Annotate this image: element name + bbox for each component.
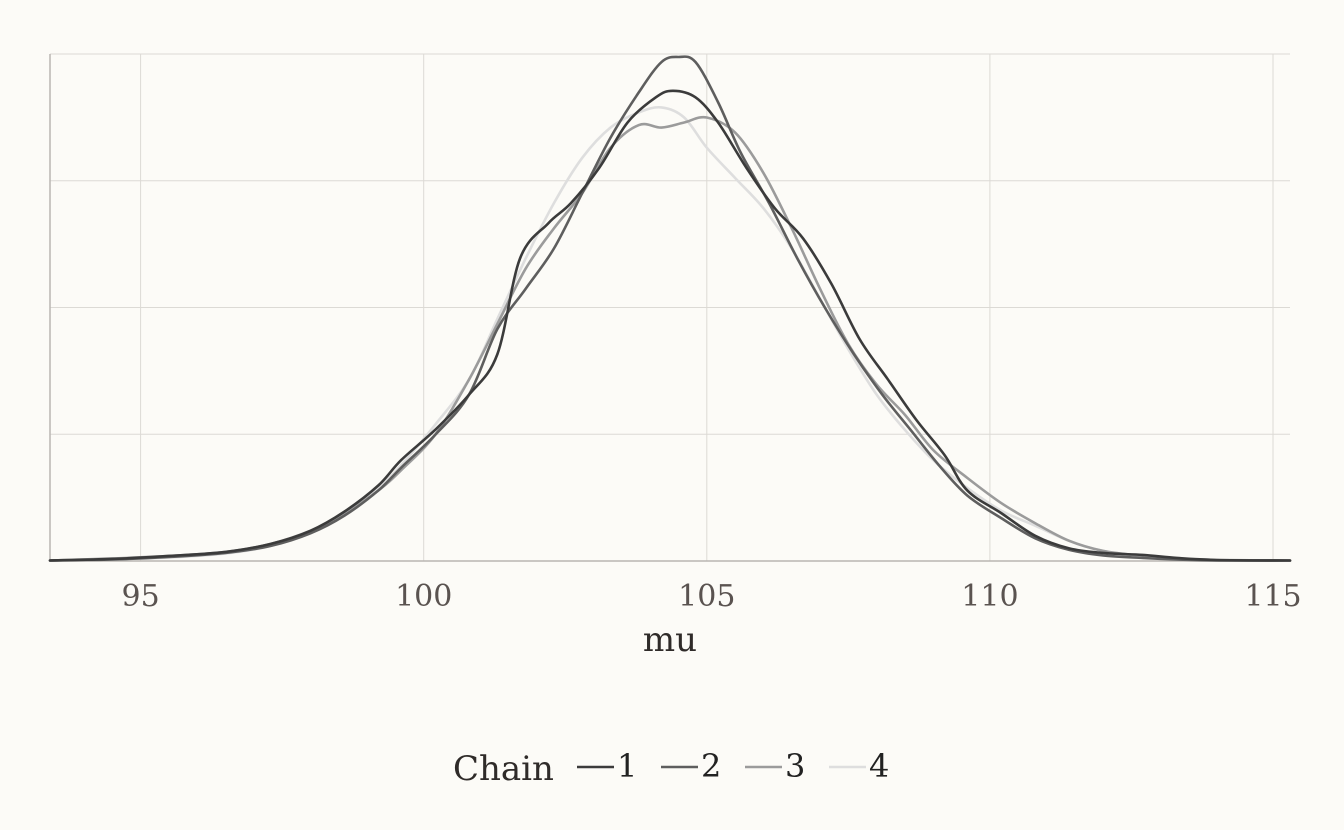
- axes: [49, 54, 1290, 562]
- density-line-chain-1: [48, 89, 1292, 562]
- x-tick-label: 100: [395, 579, 452, 614]
- density-line-chain-4: [48, 105, 1292, 562]
- density-line-chain-3: [48, 115, 1292, 562]
- x-tick-label: 95: [121, 579, 159, 614]
- legend-label-chain-3: 3: [785, 747, 805, 785]
- x-tick-label: 110: [961, 579, 1018, 614]
- x-tick-label: 105: [678, 579, 735, 614]
- legend-label-chain-1: 1: [617, 747, 637, 785]
- x-tick-label: 115: [1244, 579, 1301, 614]
- legend: Chain 1 2 3 4: [453, 747, 889, 789]
- legend-label-chain-4: 4: [869, 747, 889, 785]
- legend-label-chain-2: 2: [701, 747, 721, 785]
- x-tick-labels: 95 100 105 110 115: [121, 579, 1301, 614]
- legend-title: Chain: [453, 749, 554, 789]
- grid: [50, 53, 1290, 562]
- series-lines: [48, 55, 1292, 562]
- x-axis-title: mu: [643, 620, 697, 660]
- density-line-chain-2: [48, 55, 1292, 562]
